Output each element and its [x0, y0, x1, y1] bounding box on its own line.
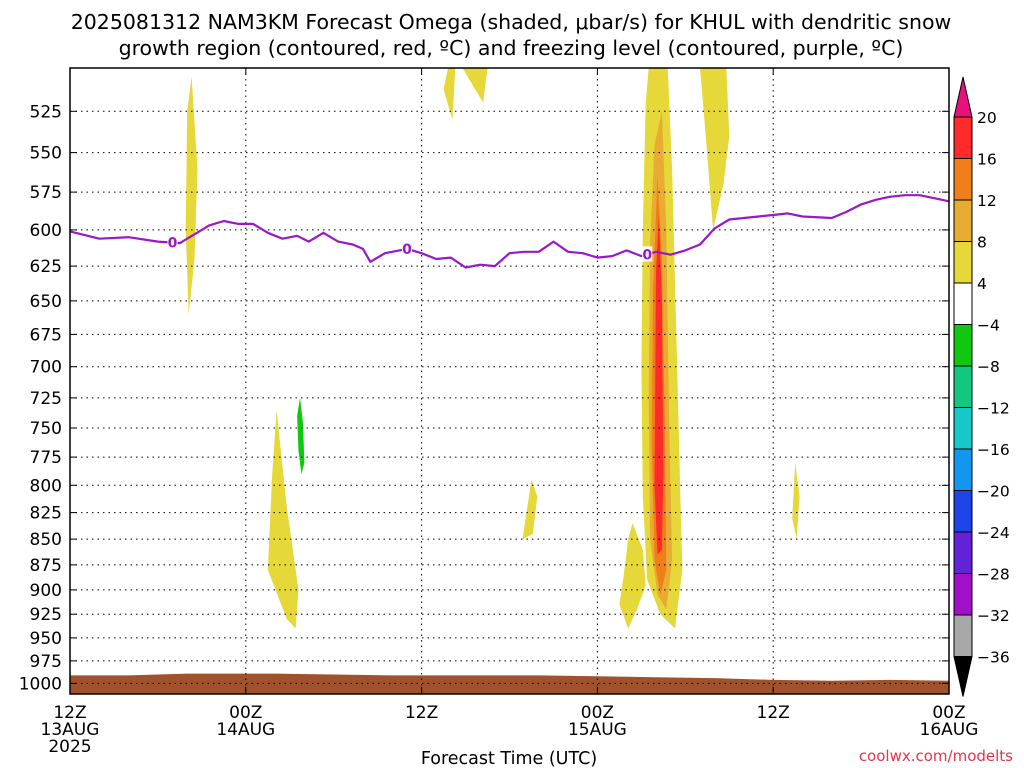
colorbar-label-4: 4 [977, 275, 987, 293]
omega-region-0 [185, 76, 198, 315]
omega-region-14 [462, 163, 488, 259]
ytick-label-550: 550 [30, 144, 62, 164]
ytick-label-850: 850 [30, 530, 62, 550]
colorbar-label-6: −8 [977, 358, 1000, 376]
colorbar-band-0 [953, 116, 973, 159]
colorbar-band-12 [953, 614, 973, 657]
ytick-label-1000: 1000 [19, 674, 62, 694]
ytick-label-575: 575 [30, 183, 62, 203]
colorbar-band-3 [953, 241, 973, 284]
ytick-label-525: 525 [30, 102, 62, 122]
colorbar-label-11: −28 [977, 566, 1010, 584]
freezing-label-bg-0 [167, 234, 178, 250]
plot-frame [69, 67, 950, 695]
chart-title-line2: growth region (contoured, red, ºC) and f… [119, 36, 904, 60]
colorbar-label-1: 16 [977, 151, 997, 169]
freezing-level-label-2: 0 [642, 247, 652, 263]
ytick-label-900: 900 [30, 581, 62, 601]
omega-region-16 [448, 636, 463, 666]
omega-region-18 [297, 397, 305, 475]
colorbar-band-8 [953, 448, 973, 491]
colorbar-band-5 [953, 324, 973, 367]
omega-region-12 [657, 354, 662, 529]
ytick-label-725: 725 [30, 389, 62, 409]
ytick-label-700: 700 [30, 358, 62, 378]
ytick-label-975: 975 [30, 652, 62, 672]
omega-region-2 [462, 68, 488, 103]
colorbar-band-4 [953, 282, 973, 325]
ytick-label-775: 775 [30, 448, 62, 468]
omega-shading-layer [185, 68, 800, 670]
pressure-gridlines [70, 68, 949, 694]
freezing-level-line [69, 194, 950, 269]
colorbar-label-13: −36 [977, 649, 1010, 667]
xtick-label-12-1: 00Z [229, 703, 262, 723]
ytick-label-750: 750 [30, 419, 62, 439]
colorbar-band-2 [953, 199, 973, 242]
colorbar-top-arrow [953, 76, 973, 118]
x-axis-label: Forecast Time (UTC) [421, 749, 597, 768]
colorbar-label-5: −4 [977, 317, 1000, 335]
colorbar: 20 16 12 8 4 −4 −8 −12 −16 −20 −24 −28 −32 −36 [953, 76, 1010, 697]
freezing-label-bg-1 [401, 240, 412, 256]
freezing-level-label-0: 0 [168, 236, 178, 252]
colorbar-band-9 [953, 490, 973, 533]
ytick-label-825: 825 [30, 504, 62, 524]
ytick-label-600: 600 [30, 221, 62, 241]
ytick-label-625: 625 [30, 257, 62, 277]
chart-title-line1: 2025081312 NAM3KM Forecast Omega (shaded… [71, 10, 952, 34]
omega-region-8 [792, 462, 800, 540]
colorbar-band-1 [953, 158, 973, 201]
terrain-layer [70, 673, 949, 694]
xtick-label-60-2: 16AUG [920, 720, 979, 740]
y-axis: 525 550 575 600 625 650 675 700 725 750 775 800 825 8… [19, 102, 949, 694]
colorbar-label-2: 12 [977, 192, 997, 210]
colorbar-label-8: −16 [977, 441, 1010, 459]
terrain-fill [70, 673, 949, 694]
freezing-level-layer: 0 0 0 [69, 194, 950, 269]
omega-region-7 [700, 68, 730, 230]
xtick-label-24-1: 12Z [405, 703, 438, 723]
ytick-label-675: 675 [30, 325, 62, 345]
colorbar-band-10 [953, 531, 973, 574]
colorbar-band-7 [953, 407, 973, 450]
omega-region-3 [267, 410, 299, 629]
xtick-label-0-2: 13AUG [41, 720, 100, 740]
colorbar-label-9: −20 [977, 483, 1010, 501]
omega-region-17 [550, 636, 744, 670]
colorbar-label-7: −12 [977, 400, 1010, 418]
xtick-label-36-2: 15AUG [568, 720, 627, 740]
freezing-label-bg-2 [642, 246, 653, 262]
freezing-level-label-1: 0 [402, 242, 412, 258]
omega-region-15 [390, 630, 407, 648]
omega-region-1 [443, 68, 456, 120]
ytick-label-800: 800 [30, 476, 62, 496]
ytick-label-650: 650 [30, 292, 62, 312]
xtick-label-36-1: 00Z [581, 703, 614, 723]
xtick-label-60-1: 00Z [932, 703, 965, 723]
ytick-label-875: 875 [30, 556, 62, 576]
colorbar-band-6 [953, 365, 973, 408]
xtick-label-0-3: 2025 [48, 737, 91, 757]
xtick-label-48-1: 12Z [757, 703, 790, 723]
colorbar-label-12: −32 [977, 607, 1010, 625]
ytick-label-925: 925 [30, 605, 62, 625]
colorbar-bottom-arrow [953, 656, 973, 697]
omega-region-4 [522, 479, 538, 540]
colorbar-label-3: 8 [977, 234, 987, 252]
colorbar-band-11 [953, 573, 973, 616]
xtick-label-0-1: 12Z [53, 703, 86, 723]
colorbar-label-0: 20 [977, 109, 997, 127]
credit-text: coolwx.com/modelts [859, 747, 1013, 765]
omega-region-5 [619, 523, 646, 629]
omega-region-13 [292, 354, 321, 565]
colorbar-label-10: −24 [977, 524, 1010, 542]
xtick-label-12-2: 14AUG [216, 720, 275, 740]
ytick-label-950: 950 [30, 629, 62, 649]
